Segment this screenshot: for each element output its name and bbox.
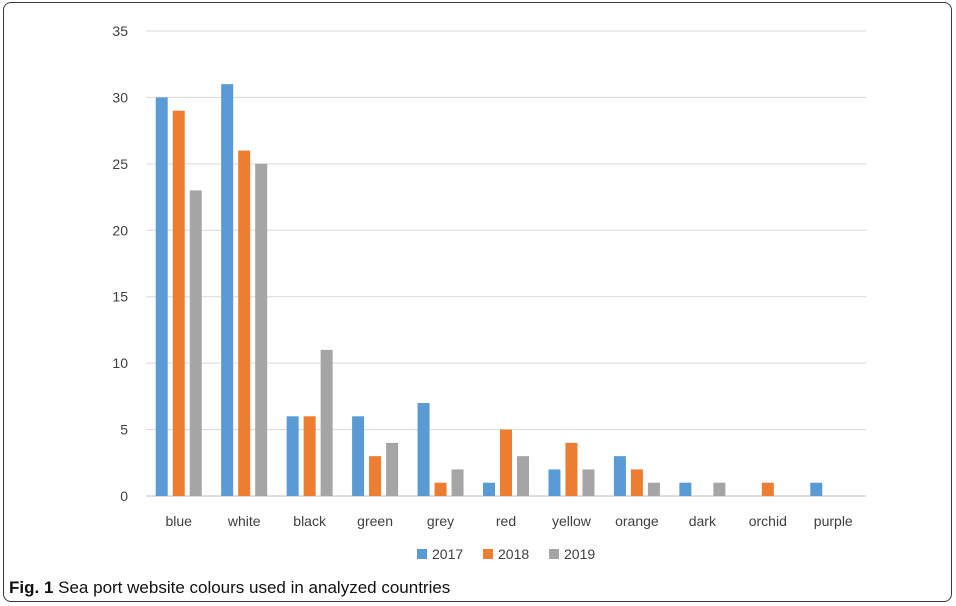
bar-2018-black — [303, 416, 316, 496]
bar-2019-white — [255, 163, 268, 496]
bar-2017-green — [352, 416, 365, 496]
caption-text: Sea port website colours used in analyze… — [58, 578, 451, 597]
bar-2018-red — [500, 429, 512, 496]
caption-label: Fig. 1 — [9, 578, 54, 597]
legend-swatch-2019 — [549, 549, 559, 559]
y-tick-label: 5 — [120, 422, 128, 438]
bar-2018-white — [238, 150, 251, 497]
bar-2017-blue — [155, 97, 168, 496]
bar-2017-red — [483, 482, 495, 496]
x-tick-label: yellow — [552, 513, 592, 529]
x-tick-label: black — [293, 513, 327, 529]
x-tick-label: white — [227, 513, 261, 529]
bar-2018-grey — [434, 482, 447, 496]
x-axis-ticks: blue white black green grey red yellow orange da… — [165, 513, 852, 529]
y-tick-label: 15 — [112, 289, 128, 305]
legend: 2017 2018 2019 — [417, 546, 595, 562]
bars — [155, 84, 823, 497]
x-tick-label: dark — [689, 513, 717, 529]
bar-2018-yellow — [565, 442, 578, 496]
bar-2019-dark — [713, 482, 726, 496]
y-tick-label: 35 — [112, 23, 128, 39]
bar-2019-black — [320, 349, 333, 496]
legend-swatch-2018 — [483, 549, 493, 559]
bar-2019-orange — [647, 482, 660, 496]
legend-label-2019: 2019 — [564, 546, 595, 562]
x-tick-label: red — [496, 513, 516, 529]
y-tick-label: 30 — [112, 89, 128, 105]
y-tick-label: 0 — [120, 488, 128, 504]
bar-2019-green — [386, 442, 399, 496]
x-tick-label: orchid — [749, 513, 787, 529]
bar-2017-yellow — [548, 469, 561, 496]
x-tick-label: grey — [427, 513, 454, 529]
y-tick-label: 10 — [112, 355, 128, 371]
legend-label-2017: 2017 — [432, 546, 463, 562]
bar-2019-grey — [451, 469, 464, 496]
bar-2017-black — [286, 416, 299, 496]
bar-2019-yellow — [582, 469, 595, 496]
x-tick-label: blue — [165, 513, 192, 529]
bar-2017-purple — [810, 482, 823, 496]
bar-2018-green — [369, 456, 382, 496]
bar-2018-blue — [172, 110, 185, 496]
y-tick-label: 25 — [112, 156, 128, 172]
bar-2017-orange — [613, 456, 626, 496]
bar-2018-orchid — [761, 482, 774, 496]
figure-caption: Fig. 1 Sea port website colours used in … — [9, 578, 450, 598]
bar-2018-orange — [630, 469, 643, 496]
bar-2019-blue — [189, 190, 202, 496]
y-tick-label: 20 — [112, 222, 128, 238]
bar-2017-dark — [679, 482, 692, 496]
figure-frame — [3, 2, 952, 602]
x-tick-label: green — [357, 513, 393, 529]
gridlines — [146, 30, 866, 497]
x-tick-label: purple — [814, 513, 853, 529]
x-tick-label: orange — [615, 513, 659, 529]
bar-2017-white — [221, 84, 234, 497]
bar-2019-red — [517, 456, 529, 496]
bar-2017-grey — [417, 403, 430, 496]
y-axis-ticks: 0 5 10 15 20 25 30 35 — [112, 23, 128, 504]
legend-label-2018: 2018 — [498, 546, 529, 562]
legend-swatch-2017 — [417, 549, 427, 559]
